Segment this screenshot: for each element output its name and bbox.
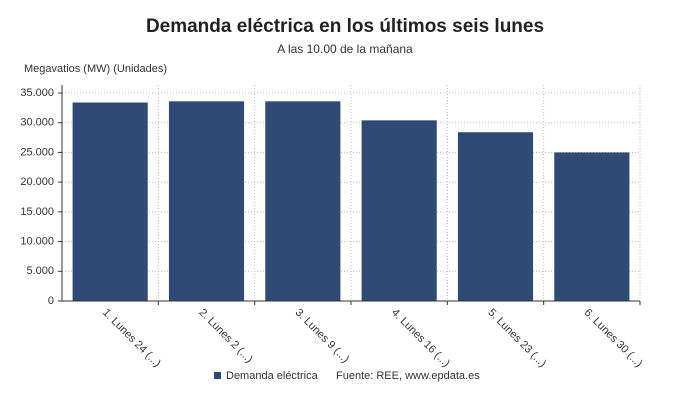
x-tick-label: 3. Lunes 9 (...): [293, 307, 352, 366]
x-tick-label: 1. Lunes 24 (...): [100, 307, 163, 370]
y-tick-label: 0: [48, 295, 54, 307]
y-axis-label: Megavatios (MW) (Unidades): [24, 63, 167, 75]
bar: [265, 101, 341, 301]
y-tick-label: 20.000: [20, 176, 54, 188]
x-tick-label: 5. Lunes 23 (...): [485, 307, 548, 370]
bar: [72, 102, 148, 301]
y-tick-label: 10.000: [20, 235, 54, 247]
chart-subtitle: A las 10.00 de la mañana: [277, 42, 413, 56]
y-tick-label: 5.000: [26, 265, 54, 277]
x-tick-label: 4. Lunes 16 (...): [389, 307, 452, 370]
bar: [457, 132, 534, 301]
chart-title: Demanda eléctrica en los últimos seis lu…: [146, 16, 544, 37]
bar: [361, 120, 437, 301]
y-tick-label: 25.000: [20, 146, 54, 158]
legend-label: Demanda eléctrica: [226, 370, 319, 382]
y-tick-label: 15.000: [20, 206, 54, 218]
bar: [554, 152, 630, 301]
bar: [168, 101, 245, 301]
y-tick-label: 35.000: [20, 87, 54, 99]
source: Fuente: REE, www.epdata.es: [336, 370, 480, 382]
y-tick-label: 30.000: [20, 117, 54, 129]
x-tick-label: 2. Lunes 2 (...): [196, 307, 255, 366]
x-tick-label: 6. Lunes 30 (...): [582, 307, 645, 370]
legend-swatch: [214, 372, 221, 379]
